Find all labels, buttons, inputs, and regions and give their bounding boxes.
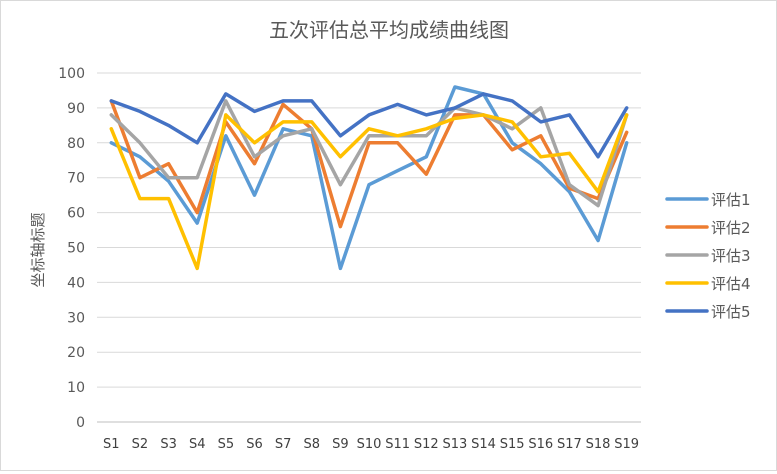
legend: 评估1 评估2 评估3 评估4 评估5 [665,191,751,321]
series-line-5 [109,92,629,159]
y-tick-label: 30 [67,310,85,326]
x-tick-label: S7 [275,437,292,452]
y-tick-label: 0 [76,415,85,431]
x-tick-labels: S1 S2 S3 S4 S5 S6 S7 S8 S9 S10 S11 S12 S13 S14 S15 S16 S… [103,437,639,452]
x-tick-label: S2 [132,437,149,452]
x-tick-label: S13 [442,437,467,452]
y-tick-labels: 0 10 20 30 40 50 60 70 80 90 100 [58,66,85,431]
legend-label: 评估4 [711,275,751,293]
x-tick-label: S11 [385,437,410,452]
x-tick-label: S14 [471,437,496,452]
x-tick-label: S5 [218,437,235,452]
x-tick-label: S1 [103,437,120,452]
y-tick-label: 60 [67,206,85,222]
x-tick-label: S4 [189,437,206,452]
legend-label: 评估5 [711,303,751,321]
x-tick-label: S15 [500,437,525,452]
y-tick-label: 20 [67,345,85,361]
x-tick-label: S19 [614,437,639,452]
legend-label: 评估2 [711,219,751,237]
series-line-2 [109,99,629,229]
series-lines [109,85,629,271]
gridlines [97,72,641,423]
x-tick-label: S16 [528,437,553,452]
y-tick-label: 90 [67,101,85,117]
x-tick-label: S17 [557,437,582,452]
x-tick-label: S18 [586,437,611,452]
legend-label: 评估3 [711,247,751,265]
chart-title: 五次评估总平均成绩曲线图 [269,18,509,42]
y-tick-label: 40 [67,275,85,291]
y-tick-label: 50 [67,241,85,257]
y-tick-label: 10 [67,380,85,396]
x-tick-label: S10 [357,437,382,452]
legend-label: 评估1 [711,191,751,209]
x-tick-label: S6 [246,437,263,452]
y-tick-label: 100 [58,66,85,82]
y-axis-title: 坐标轴标题 [29,212,47,287]
y-tick-label: 80 [67,136,85,152]
x-tick-label: S8 [303,437,320,452]
x-tick-label: S3 [160,437,177,452]
series-line-1 [109,85,629,271]
series-line-4 [109,113,629,271]
x-tick-label: S9 [332,437,349,452]
x-tick-label: S12 [414,437,439,452]
y-tick-label: 70 [67,171,85,187]
series-line-3 [109,99,629,208]
